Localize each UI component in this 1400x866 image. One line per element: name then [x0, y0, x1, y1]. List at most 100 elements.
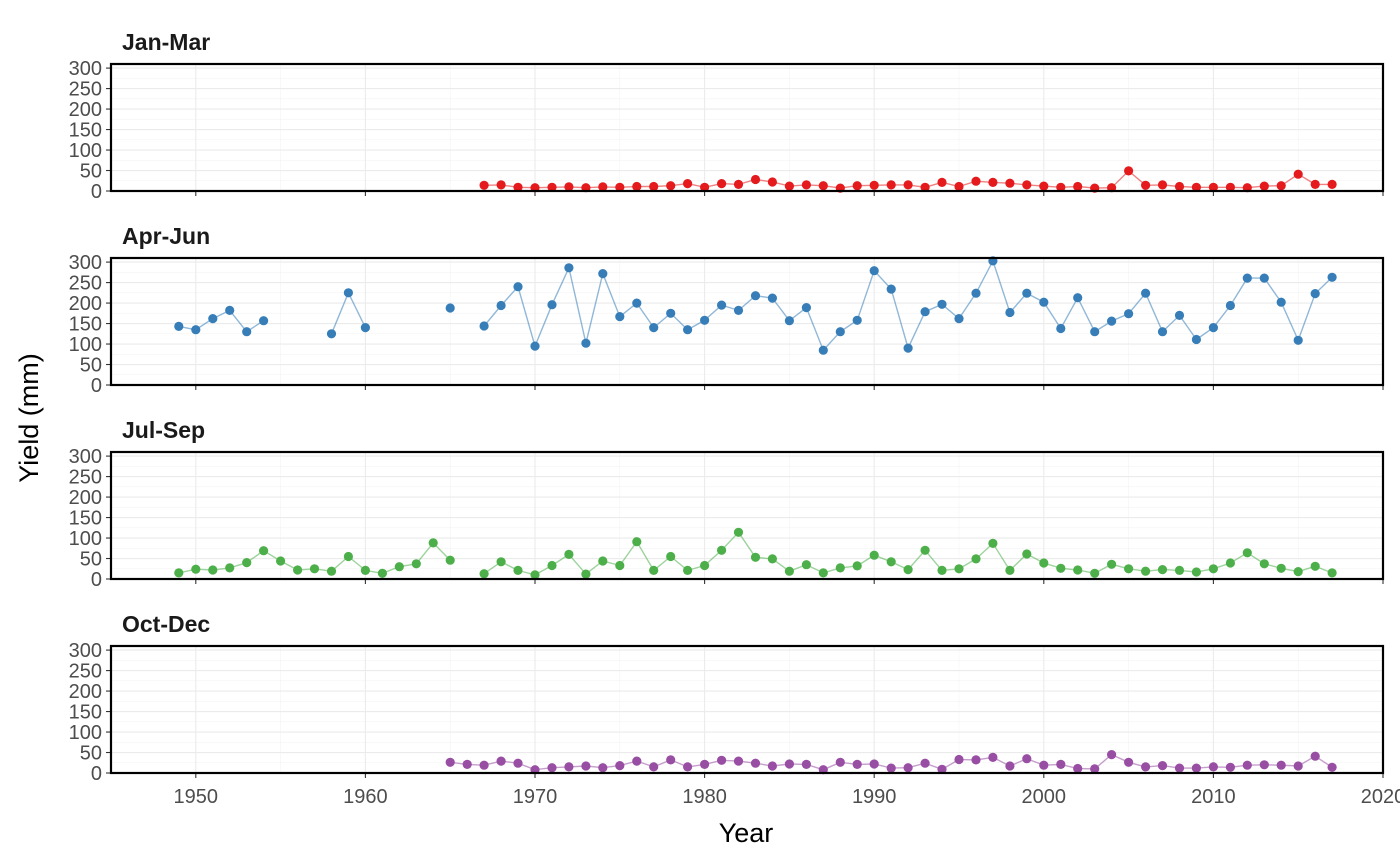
y-tick-label: 100	[69, 140, 102, 162]
y-tick-label: 300	[69, 252, 102, 274]
data-point	[581, 761, 591, 771]
data-point	[767, 554, 778, 564]
data-point	[920, 182, 930, 192]
panel-border	[109, 450, 1385, 581]
data-point	[920, 758, 930, 768]
data-point	[1276, 563, 1286, 573]
data-point	[1005, 761, 1015, 771]
data-point	[242, 327, 252, 337]
data-point	[954, 314, 964, 324]
data-point	[598, 182, 608, 192]
data-point	[920, 307, 930, 317]
data-point	[1191, 334, 1201, 345]
data-point	[615, 312, 625, 322]
y-tick-label: 200	[69, 293, 102, 315]
y-tick-label: 100	[69, 528, 102, 550]
data-point	[547, 300, 557, 310]
data-point	[225, 305, 235, 315]
data-point	[1056, 563, 1066, 573]
data-point	[1107, 559, 1117, 569]
data-point	[835, 757, 845, 767]
data-point	[750, 758, 761, 768]
data-point	[750, 552, 761, 562]
data-point	[547, 763, 557, 773]
data-point	[971, 755, 981, 765]
data-point	[937, 299, 947, 309]
data-point	[767, 293, 778, 303]
data-point	[1124, 309, 1134, 319]
data-point	[700, 759, 710, 770]
y-tick-label: 200	[69, 681, 102, 703]
data-point	[496, 557, 506, 567]
data-point	[1073, 293, 1083, 303]
data-point	[1090, 764, 1100, 774]
data-point	[1005, 307, 1015, 318]
data-point	[225, 563, 235, 573]
data-point	[683, 565, 693, 576]
data-point	[886, 557, 896, 567]
data-point	[767, 177, 778, 187]
data-point	[208, 314, 218, 324]
data-point	[479, 760, 489, 770]
x-tick-label: 2000	[1022, 786, 1067, 808]
data-point	[1225, 182, 1235, 192]
data-point	[1259, 273, 1269, 283]
data-point	[869, 550, 879, 560]
data-point	[971, 176, 981, 186]
data-point	[937, 764, 947, 774]
y-tick-label: 200	[69, 487, 102, 509]
y-tick-label: 250	[69, 79, 102, 101]
data-point	[462, 759, 472, 770]
data-point	[479, 321, 489, 331]
data-point	[649, 181, 659, 192]
gridlines	[111, 452, 1384, 580]
panel-title-apr-jun: Apr-Jun	[122, 223, 210, 249]
data-point	[852, 315, 862, 325]
y-tick-label: 0	[91, 569, 102, 591]
data-point	[886, 284, 896, 294]
data-point	[683, 762, 693, 772]
data-point	[598, 269, 608, 279]
data-point	[1242, 548, 1252, 558]
y-tick-label: 100	[69, 334, 102, 356]
data-point	[1073, 565, 1083, 575]
data-point	[1327, 272, 1337, 282]
data-point	[1157, 327, 1168, 337]
data-point	[581, 569, 591, 579]
data-point	[1293, 761, 1303, 771]
data-point	[1293, 169, 1303, 179]
data-point	[1022, 180, 1032, 190]
data-point	[988, 752, 998, 763]
data-point	[581, 338, 591, 348]
data-point	[1039, 760, 1049, 770]
data-point	[1157, 180, 1168, 190]
data-point	[259, 316, 269, 326]
data-point	[700, 315, 710, 325]
data-point	[276, 556, 286, 566]
data-point	[666, 181, 676, 191]
y-tick-label: 0	[91, 763, 102, 785]
series-line-apr-jun	[483, 259, 1333, 352]
data-point	[174, 568, 184, 578]
data-point	[632, 298, 642, 308]
y-tick-label: 150	[69, 508, 102, 530]
data-point	[683, 325, 693, 335]
data-point	[208, 565, 218, 575]
data-point	[496, 180, 506, 190]
data-point	[717, 300, 727, 310]
data-point	[1293, 567, 1303, 577]
panel-border	[109, 256, 1385, 387]
data-point	[750, 291, 761, 301]
data-point	[1124, 564, 1134, 574]
data-point	[1056, 182, 1066, 192]
data-point	[666, 308, 676, 318]
data-point	[903, 565, 913, 575]
data-point	[1225, 558, 1235, 568]
data-point	[1039, 297, 1049, 307]
data-point	[801, 180, 812, 190]
data-point	[513, 565, 523, 576]
data-point	[598, 763, 608, 773]
